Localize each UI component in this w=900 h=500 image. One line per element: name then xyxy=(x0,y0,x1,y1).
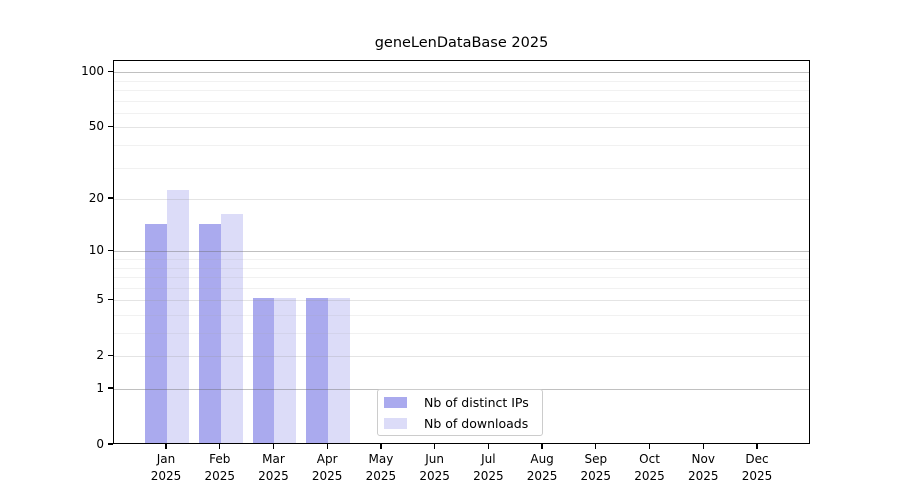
bar-downloads xyxy=(220,214,243,443)
chart-title: geneLenDataBase 2025 xyxy=(374,35,549,51)
x-tick-label: Nov 2025 xyxy=(671,451,735,484)
bar-downloads xyxy=(167,189,189,443)
x-tick-year-label: 2025 xyxy=(419,468,450,483)
x-tick-label: Jan 2025 xyxy=(134,451,198,484)
x-axis-tick xyxy=(165,444,167,449)
x-tick-year-label: 2025 xyxy=(741,468,773,483)
gridline xyxy=(114,199,809,201)
x-tick-year-label: 2025 xyxy=(580,468,612,483)
x-tick-label: Jun 2025 xyxy=(403,451,467,484)
x-tick-year-label: 2025 xyxy=(687,468,719,483)
x-tick-year-label: 2025 xyxy=(526,468,558,483)
legend: Nb of distinct IPs Nb of downloads xyxy=(377,389,543,436)
gridline-minor xyxy=(114,333,809,334)
x-tick-label: Feb 2025 xyxy=(188,451,252,484)
legend-label-distinct-ips: Nb of distinct IPs xyxy=(424,394,529,410)
x-tick-year-label: 2025 xyxy=(473,468,504,483)
x-axis-tick xyxy=(541,444,543,449)
x-tick-year-label: 2025 xyxy=(204,468,235,483)
x-axis-tick xyxy=(756,444,758,449)
gridline-minor xyxy=(114,145,809,146)
y-axis-tick xyxy=(108,197,113,199)
plot-area xyxy=(113,60,810,444)
legend-label-downloads: Nb of downloads xyxy=(424,415,529,431)
x-tick-label: Jul 2025 xyxy=(456,451,520,484)
x-tick-year-label: 2025 xyxy=(634,468,665,483)
x-axis-tick xyxy=(380,444,382,449)
legend-swatch-distinct-ips xyxy=(384,396,407,408)
gridline xyxy=(114,356,809,358)
gridline-minor xyxy=(114,267,809,269)
y-tick-label: 50 xyxy=(88,119,104,134)
gridline xyxy=(114,251,809,253)
x-tick-year-label: 2025 xyxy=(311,468,343,483)
gridline-minor xyxy=(114,90,809,91)
x-tick-label: Dec 2025 xyxy=(725,451,789,484)
y-axis-tick xyxy=(108,354,113,356)
gridline-minor xyxy=(114,258,809,260)
y-tick-label: 2 xyxy=(96,348,104,363)
y-axis-tick xyxy=(108,443,113,445)
gridline-minor xyxy=(114,167,809,169)
x-tick-label: Sep 2025 xyxy=(564,451,628,484)
y-axis-tick xyxy=(108,249,113,251)
gridline-minor xyxy=(114,80,809,82)
legend-item-downloads: Nb of downloads xyxy=(384,414,542,432)
y-tick-label: 5 xyxy=(96,292,104,307)
x-axis-tick xyxy=(326,444,328,449)
gridline xyxy=(114,72,809,74)
gridline-minor xyxy=(114,287,809,289)
y-tick-label: 20 xyxy=(88,191,104,206)
bar-distinct-ips xyxy=(252,298,275,443)
x-axis-tick xyxy=(433,444,436,449)
y-axis-tick xyxy=(108,125,113,128)
x-axis-tick xyxy=(487,444,489,449)
x-tick-label: Mar 2025 xyxy=(241,451,305,484)
x-tick-year-label: 2025 xyxy=(150,468,182,483)
x-axis-tick xyxy=(595,444,597,449)
bar-distinct-ips xyxy=(145,224,167,443)
x-tick-year-label: 2025 xyxy=(258,468,289,483)
x-axis-tick xyxy=(219,444,221,449)
x-axis-tick xyxy=(648,444,651,449)
legend-swatch-downloads xyxy=(384,417,407,429)
gridline-minor xyxy=(114,112,809,114)
bar-distinct-ips xyxy=(306,298,329,443)
bar-downloads xyxy=(274,298,297,443)
y-tick-label: 10 xyxy=(88,243,104,258)
gridline-minor xyxy=(114,100,809,102)
x-axis-tick xyxy=(272,444,275,449)
y-tick-label: 100 xyxy=(81,64,104,79)
y-axis-tick xyxy=(108,387,113,389)
gridline-minor xyxy=(114,314,809,316)
legend-item-distinct-ips: Nb of distinct IPs xyxy=(384,393,542,411)
gridline-minor xyxy=(114,277,809,279)
x-axis-tick xyxy=(702,444,704,449)
gridline xyxy=(114,300,809,302)
y-tick-label: 0 xyxy=(96,437,104,451)
x-tick-label: Aug 2025 xyxy=(510,451,574,484)
y-axis-tick xyxy=(108,70,113,72)
bar-distinct-ips xyxy=(198,224,221,443)
bar-downloads xyxy=(328,298,350,443)
y-tick-label: 1 xyxy=(96,381,104,395)
x-tick-label: Oct 2025 xyxy=(618,451,682,484)
x-tick-year-label: 2025 xyxy=(365,468,397,483)
x-tick-label: Apr 2025 xyxy=(295,451,359,484)
gridline xyxy=(114,127,809,129)
y-axis-tick xyxy=(108,298,113,300)
x-tick-label: May 2025 xyxy=(349,451,413,484)
